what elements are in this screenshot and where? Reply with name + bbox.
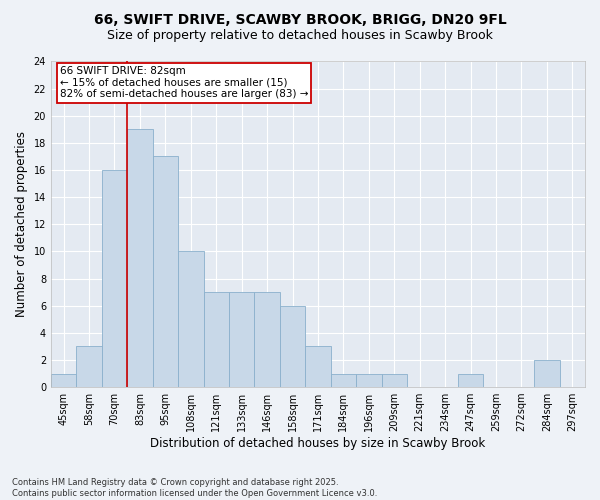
Bar xyxy=(76,346,102,387)
Bar xyxy=(356,374,382,387)
Y-axis label: Number of detached properties: Number of detached properties xyxy=(15,132,28,318)
Bar xyxy=(331,374,356,387)
Bar xyxy=(178,252,203,387)
Bar xyxy=(51,374,76,387)
Bar xyxy=(534,360,560,387)
Bar xyxy=(229,292,254,387)
Bar xyxy=(203,292,229,387)
Bar xyxy=(152,156,178,387)
X-axis label: Distribution of detached houses by size in Scawby Brook: Distribution of detached houses by size … xyxy=(151,437,485,450)
Bar xyxy=(254,292,280,387)
Bar xyxy=(382,374,407,387)
Bar xyxy=(305,346,331,387)
Text: Contains HM Land Registry data © Crown copyright and database right 2025.
Contai: Contains HM Land Registry data © Crown c… xyxy=(12,478,377,498)
Bar xyxy=(127,130,152,387)
Bar xyxy=(458,374,483,387)
Text: Size of property relative to detached houses in Scawby Brook: Size of property relative to detached ho… xyxy=(107,29,493,42)
Text: 66, SWIFT DRIVE, SCAWBY BROOK, BRIGG, DN20 9FL: 66, SWIFT DRIVE, SCAWBY BROOK, BRIGG, DN… xyxy=(94,12,506,26)
Bar xyxy=(280,306,305,387)
Bar xyxy=(102,170,127,387)
Text: 66 SWIFT DRIVE: 82sqm
← 15% of detached houses are smaller (15)
82% of semi-deta: 66 SWIFT DRIVE: 82sqm ← 15% of detached … xyxy=(60,66,308,100)
